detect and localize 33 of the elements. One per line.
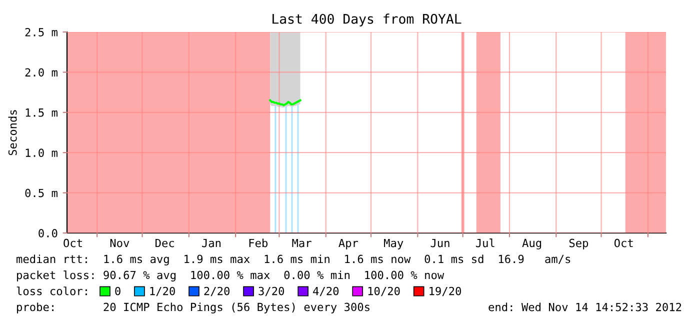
y-tick-label: 1.5 m	[26, 108, 58, 117]
x-tick-label: Aug	[522, 238, 542, 250]
x-tick-label: Jul	[476, 238, 494, 248]
legend-label: 10/20	[368, 286, 400, 296]
x-tick-label: Oct	[614, 238, 633, 248]
legend-label: 2/20	[204, 286, 230, 296]
text: probe: 20 ICMP Echo Pings (56 Bytes) every 300s	[17, 302, 370, 314]
x-tick-label: Apr	[338, 238, 358, 250]
x-tick-label: Feb	[249, 238, 268, 248]
x-tick-label: Nov	[110, 238, 130, 248]
text: end: Wed Nov 14 14:52:33 2012	[488, 302, 682, 312]
y-axis-title: Seconds	[8, 110, 17, 156]
y-tick-label: 1.0 m	[26, 148, 58, 158]
text: median rtt: 1.6 ms avg 1.9 ms max 1.6 ms min 1.6 ms now 0.1 ms sd 16.9 am/s	[16, 254, 570, 266]
legend-label: 0	[115, 286, 120, 296]
y-tick-label: 0.5 m	[25, 188, 58, 198]
y-tick-label: 0.0	[38, 229, 58, 238]
text: packet loss: 90.67 % avg 100.00 % max 0.00 % min 100.00 % now	[17, 270, 444, 282]
x-tick-label: Sep	[569, 238, 588, 250]
y-tick-label: 2.0 m	[25, 68, 58, 77]
x-tick-label: Mar	[292, 238, 312, 248]
y-tick-label: 2.5 m	[25, 28, 58, 36]
legend-label: 4/20	[313, 286, 339, 296]
legend-label: 1/20	[150, 286, 175, 296]
legend-label: 19/20	[430, 286, 461, 296]
chart-title: Last 400 Days from ROYAL	[272, 14, 462, 26]
x-tick-label: Jun	[430, 238, 450, 248]
x-tick-label: May	[384, 238, 404, 250]
x-tick-label: Jan	[202, 238, 221, 248]
x-tick-label: Dec	[156, 238, 174, 248]
legend-title: loss color:	[16, 286, 87, 296]
x-tick-label: Oct	[64, 238, 82, 248]
legend-label: 3/20	[258, 286, 284, 296]
